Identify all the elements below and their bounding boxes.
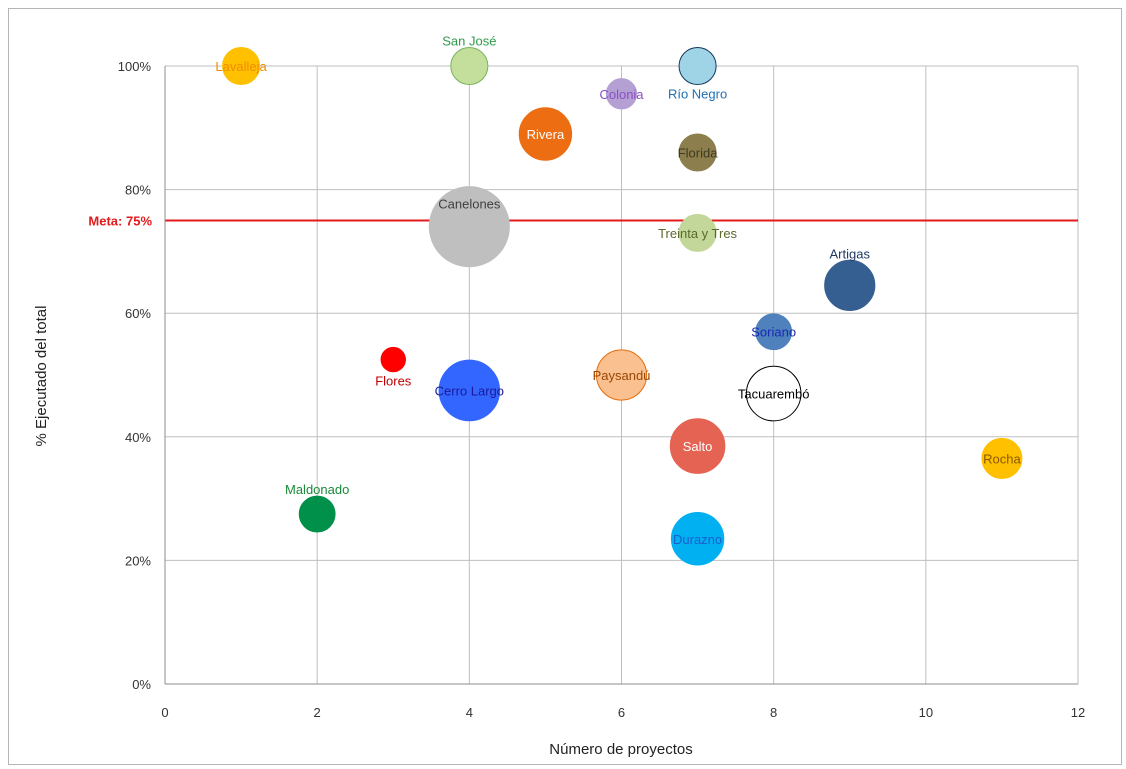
x-tick-label: 6 — [618, 705, 625, 720]
y-tick-label: 40% — [125, 430, 151, 445]
x-tick-label: 0 — [161, 705, 168, 720]
y-tick-label: 100% — [118, 59, 152, 74]
y-tick-label: 80% — [125, 183, 151, 198]
label-rivera: Rivera — [527, 127, 565, 142]
label-rocha: Rocha — [983, 451, 1021, 466]
x-tick-label: 8 — [770, 705, 777, 720]
bubble-treinta-y-tres — [678, 213, 717, 252]
label-canelones: Canelones — [438, 197, 501, 212]
label-colonia: Colonia — [599, 87, 644, 102]
bubble-canelones — [428, 186, 510, 268]
bubble-rocha — [981, 437, 1023, 479]
bubble-rivera — [518, 107, 573, 161]
label-soriano: Soriano — [751, 325, 796, 340]
label-paysandú: Paysandú — [593, 368, 651, 383]
y-tick-label: 60% — [125, 306, 151, 321]
bubble-colonia — [605, 78, 638, 110]
x-tick-label: 4 — [466, 705, 473, 720]
label-tacuarembó: Tacuarembó — [738, 387, 810, 402]
meta-label: Meta: 75% — [88, 214, 152, 229]
label-san-josé: San José — [442, 33, 496, 48]
meta-reference-line: Meta: 75% — [88, 214, 1078, 229]
bubble-flores — [380, 346, 406, 373]
x-tick-label: 12 — [1071, 705, 1085, 720]
bubble-salto — [669, 418, 726, 474]
bubble-paysandú — [595, 349, 648, 401]
label-artigas: Artigas — [830, 246, 871, 261]
bubble-durazno — [670, 512, 725, 566]
bubble-lavalleja — [222, 46, 261, 86]
bubble-río-negro — [678, 46, 717, 86]
y-tick-label: 20% — [125, 553, 151, 568]
bubble-series — [222, 46, 1023, 566]
label-durazno: Durazno — [673, 532, 722, 547]
bubble-maldonado — [298, 495, 336, 533]
y-axis-title: % Ejecutado del total — [33, 306, 50, 447]
label-río-negro: Río Negro — [668, 87, 727, 102]
bubble-san-josé — [450, 46, 489, 86]
label-florida: Florida — [678, 146, 719, 161]
label-treinta-y-tres: Treinta y Tres — [658, 226, 737, 241]
axes: 0% 20% 40% 60% 80% 100% 0 2 4 6 8 10 12 — [118, 59, 1085, 720]
label-lavalleja: Lavalleja — [215, 59, 267, 74]
bubble-soriano — [755, 313, 793, 351]
label-maldonado: Maldonado — [285, 482, 349, 497]
bubble-florida — [678, 133, 717, 172]
x-tick-label: 2 — [314, 705, 321, 720]
x-axis-title: Número de proyectos — [549, 741, 692, 758]
x-tick-label: 10 — [919, 705, 933, 720]
label-cerro-largo: Cerro Largo — [435, 383, 504, 398]
bubble-cerro-largo — [438, 359, 501, 422]
label-flores: Flores — [375, 374, 412, 389]
bubble-labels: Lavalleja San José Colonia Río Negro Rivera F… — [215, 33, 1021, 546]
y-tick-label: 0% — [132, 677, 151, 692]
bubble-tacuarembó — [745, 365, 802, 422]
label-salto: Salto — [683, 439, 713, 454]
bubble-artigas — [824, 259, 876, 311]
